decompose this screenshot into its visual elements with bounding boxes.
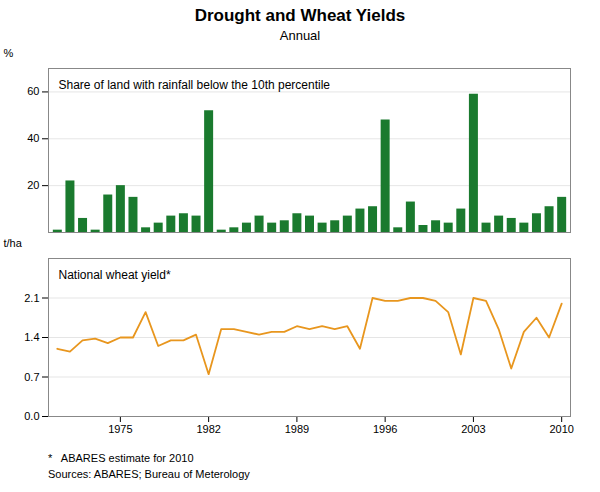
svg-text:1.4: 1.4 [24,331,39,343]
svg-text:0.0: 0.0 [24,410,39,422]
svg-text:Share of land with rainfall be: Share of land with rainfall below the 10… [59,78,331,92]
svg-text:60: 60 [27,85,39,97]
html-text:Drought and Wheat Yields: Drought and Wheat Yields [194,6,406,25]
svg-text:%: % [4,47,14,59]
svg-text:40: 40 [27,132,39,144]
svg-text:2010: 2010 [549,423,573,435]
svg-text:2003: 2003 [461,423,485,435]
svg-text:1989: 1989 [285,423,309,435]
svg-text:20: 20 [27,179,39,191]
svg-text:1996: 1996 [373,423,397,435]
html-text:Sources: ABARES; Bureau of Met: Sources: ABARES; Bureau of Meterology [48,468,250,480]
html-text:* ABARES estimate for 2010: * ABARES estimate for 2010 [48,452,194,464]
svg-text:1975: 1975 [108,423,132,435]
svg-text:0.7: 0.7 [24,371,39,383]
svg-text:2.1: 2.1 [24,292,39,304]
svg-text:t/ha: t/ha [4,237,23,249]
html-text:Annual: Annual [279,28,321,43]
svg-text:National wheat yield*: National wheat yield* [59,268,171,282]
svg-text:1982: 1982 [196,423,220,435]
